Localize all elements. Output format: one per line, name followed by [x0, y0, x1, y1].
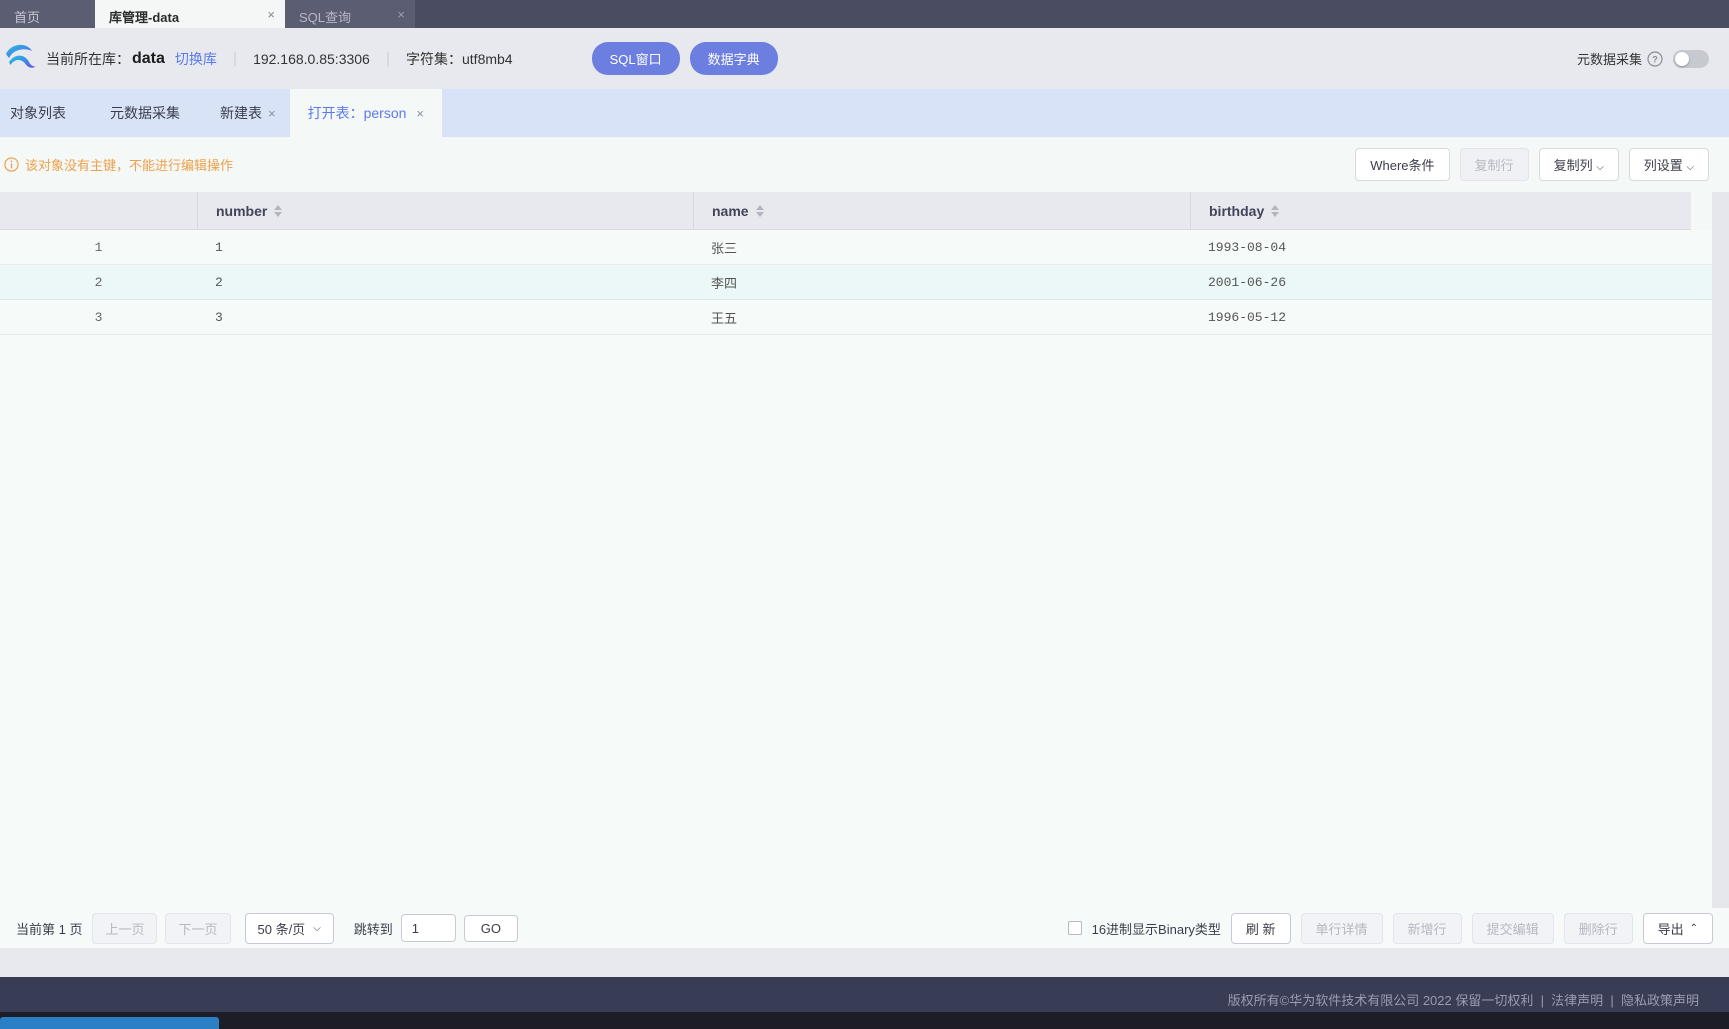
svg-text:?: ? — [1652, 54, 1658, 64]
